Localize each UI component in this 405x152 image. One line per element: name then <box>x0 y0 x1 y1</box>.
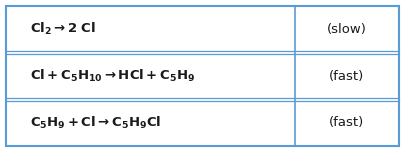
Text: $\mathbf{C_5H_9 + Cl \rightarrow C_5H_9Cl}$: $\mathbf{C_5H_9 + Cl \rightarrow C_5H_9C… <box>30 115 161 131</box>
Text: (fast): (fast) <box>329 116 364 129</box>
Text: $\mathbf{Cl + C_5H_{10} \rightarrow HCl + C_5H_9}$: $\mathbf{Cl + C_5H_{10} \rightarrow HCl … <box>30 68 195 84</box>
Text: (slow): (slow) <box>327 23 367 36</box>
Text: $\mathbf{Cl_2 \rightarrow 2\ Cl}$: $\mathbf{Cl_2 \rightarrow 2\ Cl}$ <box>30 21 96 37</box>
Text: (fast): (fast) <box>329 69 364 83</box>
